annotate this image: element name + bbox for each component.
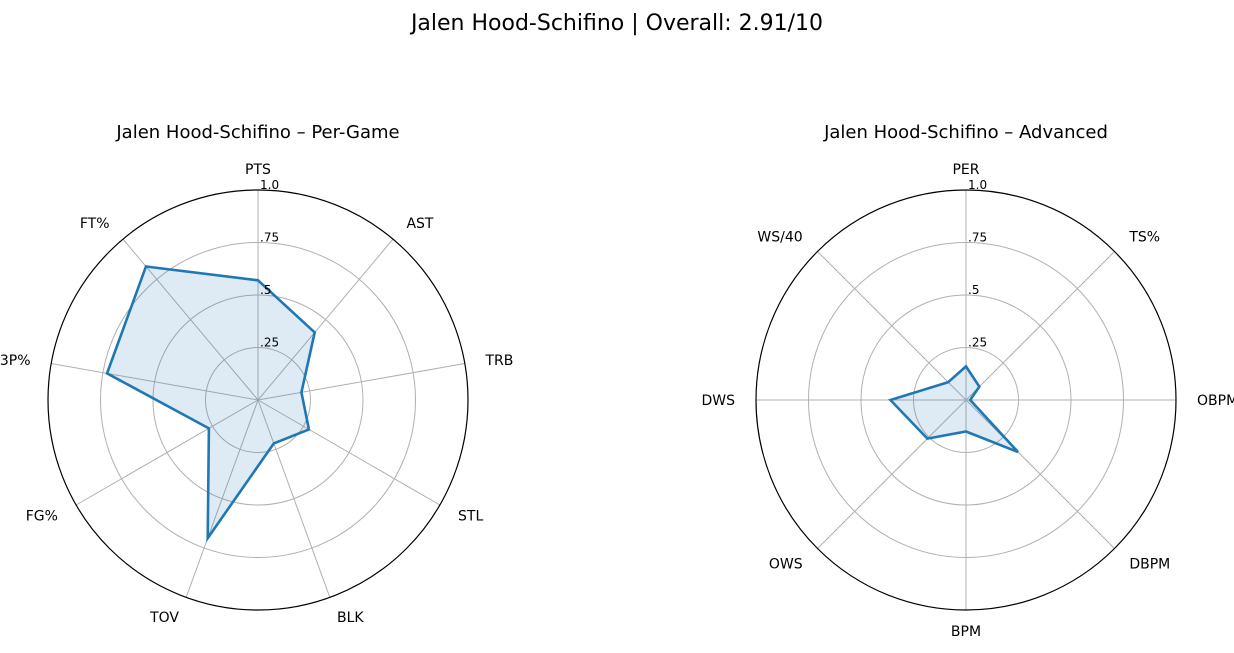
axis-label-pts: PTS [245, 162, 271, 178]
axis-label-stl: STL [458, 509, 483, 525]
radar-chart-advanced: Jalen Hood-Schifino – Advanced .25 .5 .75 1… [701, 122, 1234, 640]
axis-label-dws: DWS [701, 393, 735, 409]
spoke-line [257, 363, 465, 401]
r-tick-label: 1.0 [968, 178, 987, 192]
r-tick-label: .25 [968, 336, 987, 350]
axis-label-obpm: OBPM [1197, 393, 1234, 409]
radar-chart-per-game: Jalen Hood-Schifino – Per-Game .25 .5 .75 1… [0, 122, 513, 626]
spoke-line [257, 238, 394, 401]
axis-label-blk: BLK [337, 610, 364, 626]
axis-label-dbpm: DBPM [1129, 556, 1170, 572]
axis-label-ft-pct: FT% [80, 216, 110, 232]
spoke-line [817, 399, 967, 549]
axis-label-tov: TOV [149, 610, 179, 626]
chart-title-per-game: Jalen Hood-Schifino – Per-Game [115, 122, 399, 143]
spoke-line [817, 251, 967, 401]
data-area [107, 266, 315, 539]
axis-label-3p-pct: 3P% [0, 353, 31, 369]
spoke-line [965, 399, 1115, 549]
spoke-line [257, 399, 441, 506]
r-tick-label: .5 [260, 283, 271, 297]
r-tick-label: .75 [260, 231, 279, 245]
axis-label-ws-40: WS/40 [757, 230, 802, 246]
r-tick-label: .25 [260, 336, 279, 350]
spoke-line [257, 399, 331, 598]
r-tick-label: .5 [968, 283, 979, 297]
axis-label-bpm: BPM [951, 624, 981, 640]
axis-label-per: PER [952, 162, 979, 178]
axis-label-ast: AST [406, 216, 433, 232]
spoke-line [75, 399, 259, 506]
axis-label-ows: OWS [769, 556, 803, 572]
spoke-line [51, 363, 259, 401]
axis-label-trb: TRB [484, 353, 513, 369]
figure-title: Jalen Hood-Schifino | Overall: 2.91/10 [409, 11, 823, 36]
axis-label-ts-pct: TS% [1128, 230, 1160, 246]
chart-title-advanced: Jalen Hood-Schifino – Advanced [823, 122, 1108, 143]
data-area [890, 366, 1018, 452]
spoke-line [185, 399, 259, 598]
outer-frame [47, 189, 469, 611]
outer-frame [755, 189, 1177, 611]
axis-label-fg-pct: FG% [26, 509, 58, 525]
data-line [105, 265, 317, 543]
r-tick-label: 1.0 [260, 178, 279, 192]
spoke-line [965, 251, 1115, 401]
r-tick-label: .75 [968, 231, 987, 245]
